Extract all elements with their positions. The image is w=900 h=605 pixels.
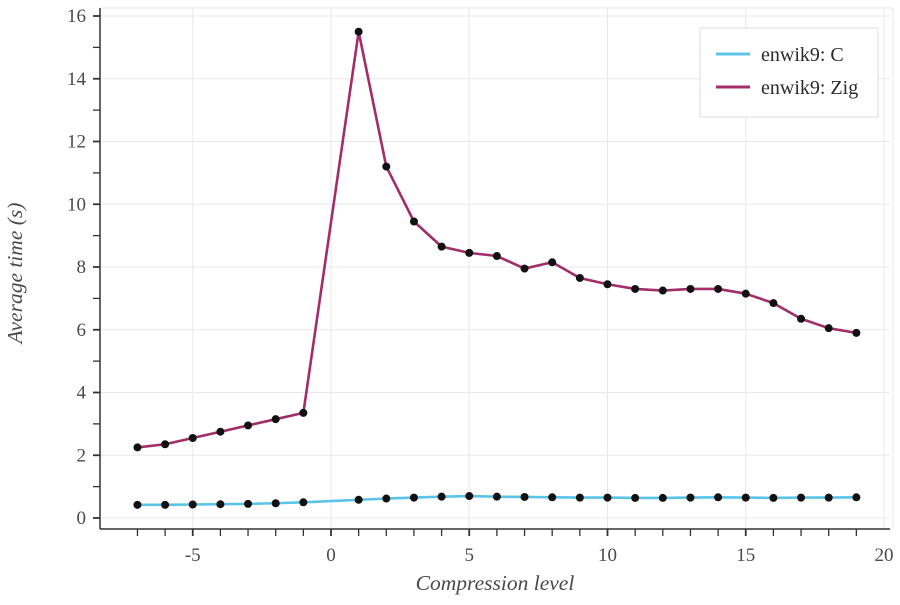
svg-text:0: 0 [326,545,336,566]
svg-text:8: 8 [77,257,87,278]
svg-text:enwik9: Zig: enwik9: Zig [761,77,858,99]
svg-text:15: 15 [736,545,755,566]
svg-text:10: 10 [598,545,617,566]
svg-text:0: 0 [77,508,87,529]
svg-text:2: 2 [77,445,87,466]
svg-text:14: 14 [67,69,87,90]
svg-text:5: 5 [465,545,475,566]
svg-text:12: 12 [67,132,86,153]
svg-text:6: 6 [77,320,87,341]
svg-text:enwik9: C: enwik9: C [761,44,844,66]
svg-text:Compression level: Compression level [416,571,575,595]
svg-text:10: 10 [67,194,86,215]
svg-text:16: 16 [67,6,86,27]
svg-text:4: 4 [77,383,87,404]
svg-text:Average time (s): Average time (s) [3,203,27,346]
svg-text:-5: -5 [185,545,201,566]
svg-text:20: 20 [875,545,894,566]
